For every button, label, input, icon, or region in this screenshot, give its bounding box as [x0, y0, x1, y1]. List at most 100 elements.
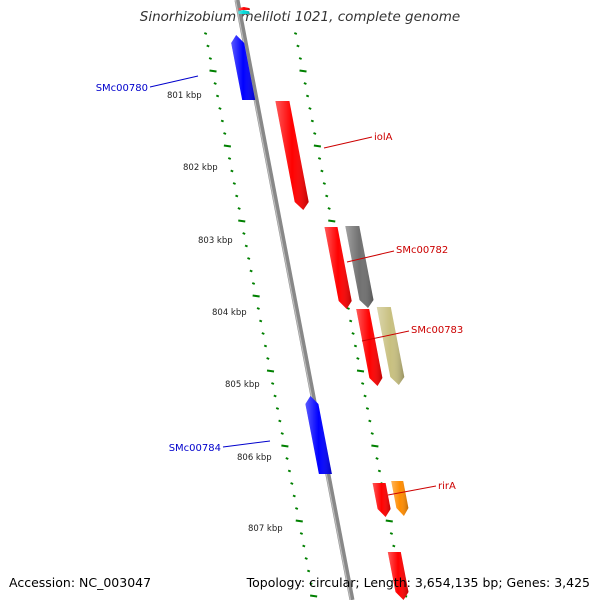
- gene-arrow-unlabeled[interactable]: [324, 227, 352, 309]
- gene-arrow-shading: [238, 7, 250, 10]
- gene-arrow-unlabeled[interactable]: [387, 552, 409, 600]
- gene-label-smc00783[interactable]: SMc00783: [411, 325, 463, 336]
- ruler-tick: [317, 157, 322, 160]
- ruler-tick: [218, 107, 222, 110]
- ruler-tick: [223, 132, 227, 135]
- gene-arrow-shading: [238, 10, 250, 14]
- ruler-label-807-kbp: 807 kbp: [248, 524, 283, 534]
- ruler-tick: [298, 57, 302, 60]
- gene-arrow-unlabeled[interactable]: [356, 309, 383, 386]
- ruler-tick: [256, 307, 260, 310]
- genome-title: Sinorhizobium meliloti 1021, complete ge…: [139, 9, 461, 25]
- gene-label-smc00782[interactable]: SMc00782: [396, 245, 448, 256]
- ruler-labels: 801 kbp 802 kbp 803 kbp 804 kbp 805 kbp 806 k…: [167, 91, 283, 534]
- ruler-tick: [292, 494, 296, 498]
- ruler-tick: [266, 357, 270, 360]
- ruler-tick: [361, 382, 365, 385]
- ruler-label-803-kbp: 803 kbp: [198, 236, 233, 246]
- gene-arrow-smc00783[interactable]: [376, 307, 405, 385]
- ruler-tick: [215, 94, 220, 98]
- ruler-tick: [328, 219, 336, 223]
- ruler-tick: [327, 207, 331, 210]
- gene-arrow-shading: [376, 307, 405, 385]
- ruler-tick: [259, 319, 263, 323]
- ruler-tick: [223, 144, 232, 148]
- gene-arrow-shading: [372, 483, 391, 517]
- ruler-tick: [309, 594, 318, 598]
- ruler-tick: [280, 432, 284, 435]
- ruler-tick: [302, 544, 306, 548]
- ruler-tick: [271, 382, 275, 385]
- ruler-tick: [220, 119, 224, 123]
- ruler-tick: [263, 344, 268, 348]
- ruler-tick: [206, 44, 210, 48]
- ruler-tick: [252, 294, 260, 298]
- gene-arrow-shading: [356, 309, 383, 386]
- ruler-tick: [299, 532, 304, 535]
- ruler-tick: [238, 219, 246, 223]
- ruler-tick: [385, 519, 393, 523]
- ruler-tick: [247, 257, 251, 260]
- ruler-tick: [209, 69, 217, 73]
- ruler-tick: [356, 357, 360, 360]
- gene-label-iola[interactable]: iolA: [374, 132, 393, 143]
- ruler-tick: [375, 457, 379, 460]
- gene-arrow-smc00784[interactable]: [305, 396, 332, 474]
- ruler-tick: [261, 332, 265, 335]
- ruler-tick: [392, 544, 396, 548]
- ruler-tick: [325, 194, 329, 198]
- gene-arrow-shading: [231, 35, 256, 100]
- gene-arrow-unlabeled[interactable]: [372, 483, 391, 517]
- ruler-tick: [313, 144, 322, 148]
- ruler-tick: [227, 157, 232, 160]
- ruler-tick: [273, 394, 277, 398]
- gene-arrow-rira[interactable]: [391, 481, 409, 516]
- ruler-tick: [242, 232, 246, 235]
- ruler-tick: [293, 32, 298, 35]
- ruler-tick: [309, 582, 313, 585]
- leader-line-smc00783: [361, 330, 410, 342]
- ruler-label-805-kbp: 805 kbp: [225, 380, 260, 390]
- gene-arrow-iola[interactable]: [275, 101, 309, 210]
- backbone-line: [234, 0, 355, 600]
- ruler-tick: [377, 469, 382, 473]
- ruler-tick: [365, 407, 370, 410]
- ruler-tick: [237, 207, 241, 210]
- genome-summary-text: Topology: circular; Length: 3,654,135 bp…: [246, 575, 590, 590]
- accession-text: Accession: NC_003047: [9, 575, 152, 590]
- gene-labels: SMc00780 iolA SMc00782 SMc00783 SMc00784 rirA: [96, 83, 464, 492]
- gene-label-smc00780[interactable]: SMc00780: [96, 83, 148, 94]
- gene-arrow-smc00780[interactable]: [231, 35, 256, 100]
- ruler-tick: [213, 82, 217, 85]
- ruler-label-801-kbp: 801 kbp: [167, 91, 202, 101]
- ruler-label-802-kbp: 802 kbp: [183, 163, 218, 173]
- gene-track: [231, 7, 409, 600]
- ruler-tick: [303, 82, 307, 85]
- gene-arrow-shading: [305, 396, 332, 474]
- ruler-tick: [290, 482, 294, 485]
- ruler-tick: [203, 32, 208, 35]
- ruler-tick: [346, 307, 350, 310]
- gene-arrow-shading: [345, 226, 374, 308]
- gene-label-rira[interactable]: rirA: [438, 481, 456, 492]
- ruler-tick: [232, 182, 236, 185]
- leader-line-smc00784: [222, 440, 271, 448]
- gene-arrow-smc00782[interactable]: [345, 226, 374, 308]
- gene-arrow-unlabeled[interactable]: [238, 7, 250, 10]
- ruler-tick: [244, 244, 248, 248]
- ruler-tick: [230, 169, 234, 173]
- ruler-tick: [208, 57, 212, 60]
- ruler-tick: [349, 319, 353, 323]
- ruler-tick: [363, 394, 367, 398]
- gene-arrow-unlabeled[interactable]: [238, 10, 250, 14]
- leader-line-smc00782: [346, 250, 395, 263]
- ruler-tick: [278, 419, 282, 423]
- leader-line-iola: [323, 136, 373, 149]
- ruler-tick: [371, 444, 379, 448]
- ruler-tick: [266, 369, 275, 373]
- ruler-ticks-left: [203, 32, 318, 598]
- ruler-tick: [368, 419, 372, 423]
- gene-label-smc00784[interactable]: SMc00784: [169, 443, 221, 454]
